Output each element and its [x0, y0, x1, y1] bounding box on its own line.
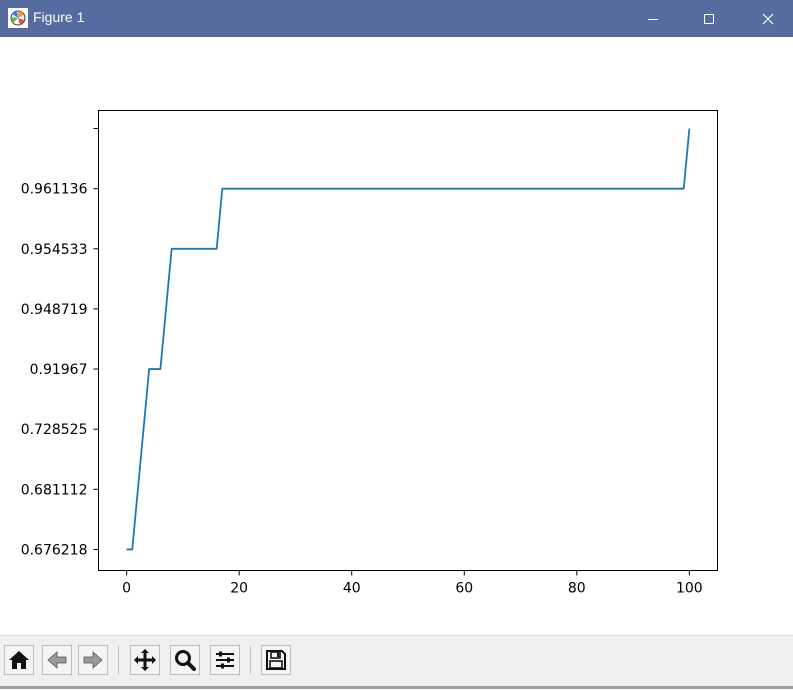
x-tick-label: 80 [568, 581, 586, 597]
close-button[interactable] [745, 0, 791, 37]
x-tick-label: 20 [230, 581, 248, 597]
home-icon [9, 651, 29, 669]
save-button[interactable] [261, 645, 291, 675]
toolbar-separator [118, 646, 119, 674]
back-button[interactable] [42, 645, 72, 675]
zoom-button[interactable] [170, 645, 200, 675]
y-tick-label: 0.961136 [21, 182, 88, 198]
x-tick-label: 60 [455, 581, 473, 597]
close-icon [762, 13, 774, 24]
pan-icon [134, 649, 156, 671]
minimize-icon [648, 18, 658, 20]
toolbar-separator [250, 646, 251, 674]
window-bottom-border [0, 686, 793, 689]
subplots-config-icon [216, 651, 234, 669]
x-tick-label: 40 [343, 581, 361, 597]
y-tick-label: 0.948719 [21, 302, 88, 318]
window-title: Figure 1 [33, 9, 85, 25]
forward-button[interactable] [78, 645, 108, 675]
y-tick-label: 0.676218 [21, 542, 88, 558]
home-button[interactable] [4, 645, 34, 675]
save-icon [266, 650, 286, 670]
x-axis: 0 20 40 60 80 100 [122, 570, 703, 597]
forward-arrow-icon [83, 651, 103, 669]
series-line [126, 128, 691, 551]
back-arrow-icon [47, 651, 67, 669]
y-tick-label: 0.91967 [30, 362, 88, 378]
y-tick-label: 0.681112 [21, 482, 88, 498]
window-titlebar: Figure 1 [0, 0, 793, 37]
y-tick-label: 0.954533 [21, 242, 88, 258]
zoom-icon [175, 650, 196, 671]
maximize-button[interactable] [686, 0, 732, 37]
figure-canvas[interactable]: 0 20 40 60 80 100 0.676218 0.681112 0.728525 0.9… [0, 37, 793, 635]
y-tick-label: 0.728525 [21, 422, 88, 438]
plot-area [98, 110, 718, 571]
maximize-icon [704, 13, 714, 24]
y-axis: 0.676218 0.681112 0.728525 0.91967 0.948719 0… [21, 128, 99, 558]
x-tick-label: 100 [676, 581, 703, 597]
minimize-button[interactable] [630, 0, 676, 37]
navigation-toolbar [0, 635, 793, 690]
x-tick-label: 0 [122, 581, 131, 597]
pan-button[interactable] [130, 645, 160, 675]
line-chart: 0 20 40 60 80 100 0.676218 0.681112 0.728525 0.9… [21, 110, 718, 597]
configure-subplots-button[interactable] [210, 645, 240, 675]
matplotlib-icon [8, 8, 28, 28]
